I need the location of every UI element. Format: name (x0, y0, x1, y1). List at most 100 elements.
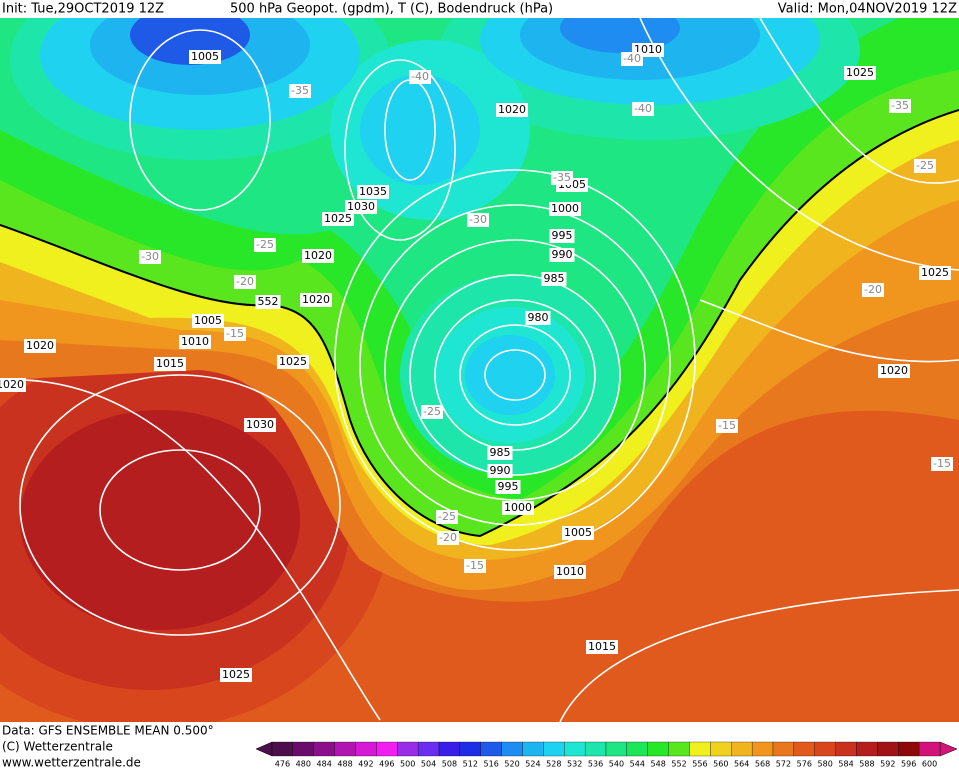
isobar (0, 379, 381, 721)
temperature-label: -25 (256, 238, 274, 251)
isobar (699, 299, 959, 363)
colorbar-swatch (626, 741, 648, 757)
temperature-label: -40 (623, 52, 641, 65)
colorbar-label: 476 (275, 760, 290, 769)
isobar (359, 204, 671, 526)
isobar-label: 980 (528, 311, 549, 324)
label-bg (495, 480, 521, 494)
isobar (99, 449, 261, 571)
label-bg (549, 229, 575, 243)
colorbar-swatch (731, 741, 753, 757)
isobar-label: 1025 (846, 66, 874, 79)
colorbar-swatch (292, 741, 314, 757)
colorbar-label: 556 (692, 760, 707, 769)
colorbar-swatch (605, 741, 628, 757)
colorbar-label: 600 (922, 760, 937, 769)
isobar-label: 1000 (551, 202, 579, 215)
isobar (344, 59, 456, 241)
colorbar-label: 488 (337, 760, 352, 769)
temperature-label: -15 (933, 457, 951, 470)
label-bg (179, 335, 211, 349)
colorbar-label: 528 (546, 760, 561, 769)
temperature-label: -20 (864, 283, 882, 296)
colorbar-label: 572 (776, 760, 791, 769)
colorbar-swatch (751, 741, 774, 757)
colorbar-label: 532 (567, 760, 582, 769)
isobar-label: 1020 (0, 378, 24, 391)
isobar-label: 1025 (921, 266, 949, 279)
label-bg (467, 213, 489, 227)
label-bg (919, 266, 951, 280)
area (20, 410, 300, 630)
label-bg (889, 99, 911, 113)
label-bg (464, 559, 486, 573)
label-bg (549, 248, 575, 262)
colorbar-swatch (772, 741, 795, 757)
label-bg (24, 339, 56, 353)
colorbar-swatch (334, 741, 356, 757)
isobar-label: 995 (498, 480, 519, 493)
isobar-label: 1000 (504, 501, 532, 514)
colorbar-label: 592 (880, 760, 895, 769)
colorbar-label: 484 (317, 760, 332, 769)
isobar (759, 18, 959, 184)
label-bg (554, 565, 586, 579)
colorbar-swatch (564, 741, 586, 757)
label-bg (244, 418, 276, 432)
label-bg (914, 159, 936, 173)
colorbar-label: 504 (421, 760, 436, 769)
label-bg (409, 70, 431, 84)
isobar (19, 374, 341, 636)
label-bg (549, 202, 581, 216)
isobar-label: 1025 (324, 212, 352, 225)
label-bg (844, 66, 876, 80)
colorbar-label: 492 (358, 760, 373, 769)
colorbar-label: 564 (734, 760, 749, 769)
label-bg (586, 640, 618, 654)
isobar-label: 1015 (588, 640, 616, 653)
isobar-label: 1025 (222, 668, 250, 681)
colorbar-label: 536 (588, 760, 603, 769)
colorbar-label: 544 (630, 760, 645, 769)
label-bg (487, 446, 513, 460)
isobar (334, 169, 696, 551)
colorbar-swatch (397, 741, 419, 757)
colorbar-swatch (271, 741, 294, 757)
colorbar-swatch (689, 741, 711, 757)
temperature-label: -35 (291, 84, 309, 97)
isobar-label: 1035 (359, 185, 387, 198)
isobar-label: 1015 (156, 357, 184, 370)
colorbar-swatch (877, 741, 899, 757)
temperature-label: -35 (553, 171, 571, 184)
isobar (129, 29, 271, 211)
area (465, 335, 555, 415)
label-bg (487, 464, 513, 478)
colorbar-label: 568 (755, 760, 770, 769)
label-bg (862, 283, 884, 297)
colorbar-label: 540 (609, 760, 624, 769)
colorbar-label: 500 (400, 760, 415, 769)
colorbar-swatch (710, 741, 732, 757)
isobar (459, 324, 571, 426)
label-bg (551, 171, 573, 185)
colorbar-label: 548 (651, 760, 666, 769)
label-bg (192, 314, 224, 328)
colorbar-swatch (918, 741, 941, 757)
label-bg (621, 52, 643, 66)
colorbar: 476 480 484 488 492 496 500 504 508 512 516 520 524 5… (255, 741, 958, 769)
isobar-label: 985 (490, 446, 511, 459)
temperature-label: -30 (141, 250, 159, 263)
isobar (639, 18, 959, 271)
label-bg (632, 102, 654, 116)
temperature-label: -20 (236, 275, 254, 288)
colorbar-label: 576 (797, 760, 812, 769)
website: www.wetterzentrale.de (2, 756, 141, 770)
map (0, 18, 959, 722)
map-title: 500 hPa Geopot. (gpdm), T (C), Bodendruc… (230, 2, 553, 17)
label-bg (277, 355, 309, 369)
label-bg (300, 293, 332, 307)
label-bg (436, 510, 458, 524)
colorbar-swatch (584, 741, 607, 757)
